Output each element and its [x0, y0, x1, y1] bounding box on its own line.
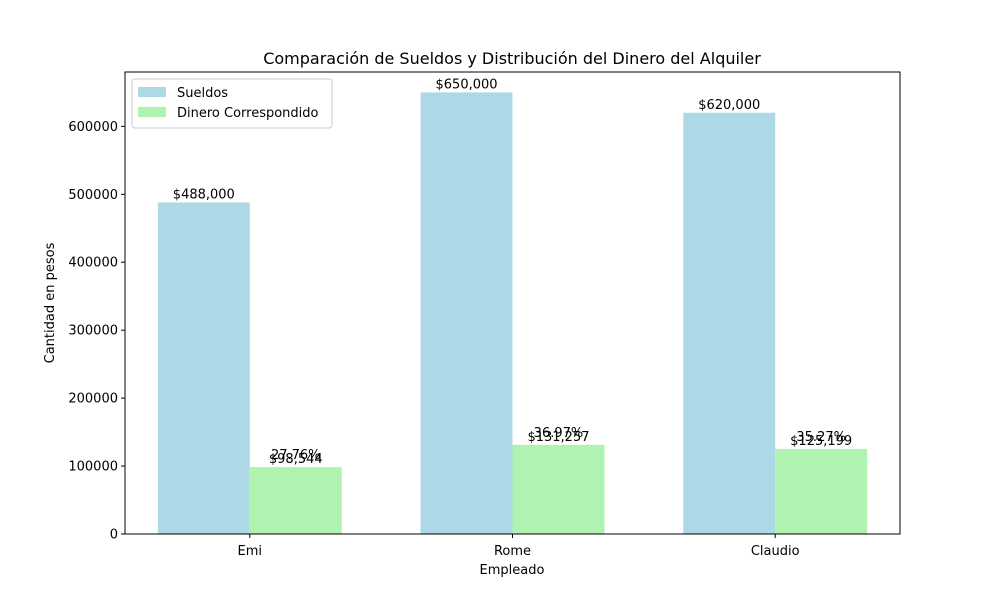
y-tick-label: 400000 [68, 256, 118, 271]
bar-dinero-correspondido-rome [512, 444, 605, 534]
bar-value-label: $98,544 [269, 452, 323, 467]
bar-percent-label: 36.97% [534, 426, 584, 441]
bar-dinero-correspondido-claudio [775, 448, 868, 534]
bar-sueldos-emi [157, 202, 250, 534]
bar-value-label: $488,000 [173, 187, 235, 202]
bar-dinero-correspondido-emi [249, 467, 342, 534]
bar-sueldos-rome [420, 92, 513, 534]
legend-label: Dinero Correspondido [177, 106, 319, 121]
bar-percent-label: 35.27% [796, 430, 846, 445]
legend-label: Sueldos [177, 86, 228, 101]
y-tick-label: 300000 [68, 324, 118, 339]
legend-box [131, 78, 333, 129]
chart-title: Comparación de Sueldos y Distribución de… [263, 49, 761, 68]
bar-percent-label: 27.76% [271, 448, 321, 463]
x-axis-title: Empleado [480, 563, 545, 578]
x-tick-label: Claudio [751, 544, 800, 559]
legend-swatch [138, 87, 166, 97]
y-axis-title: Cantidad en pesos [43, 242, 58, 363]
bar-value-label: $131,257 [527, 430, 589, 445]
legend: Sueldos Dinero Correspondido [131, 78, 333, 129]
x-tick-label: Rome [494, 544, 531, 559]
bar-value-label: $650,000 [436, 77, 498, 92]
bar-value-label: $620,000 [698, 98, 760, 113]
y-tick-label: 0 [110, 528, 118, 543]
y-tick-label: 100000 [68, 460, 118, 475]
x-tick-label: Emi [238, 544, 263, 559]
legend-swatch [138, 107, 166, 117]
y-tick-label: 600000 [68, 120, 118, 135]
y-tick-label: 500000 [68, 188, 118, 203]
y-tick-label: 200000 [68, 392, 118, 407]
bar-value-label: $125,199 [790, 434, 852, 449]
bar-sueldos-claudio [683, 112, 776, 534]
